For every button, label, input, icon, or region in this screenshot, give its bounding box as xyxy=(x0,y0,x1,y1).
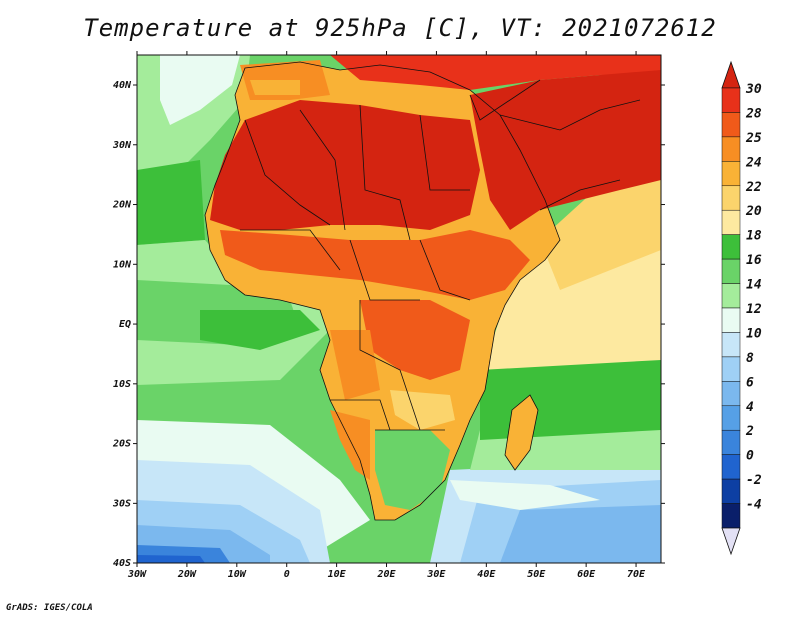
colorbar-label: -4 xyxy=(746,498,762,513)
colorbar-label: 8 xyxy=(746,351,754,366)
lon-tick-label: 50E xyxy=(527,569,546,580)
madagascar xyxy=(505,395,538,470)
lon-tick-label: 40E xyxy=(477,569,496,580)
colorbar-swatch xyxy=(721,478,741,504)
map-title: Temperature at 925hPa [C], VT: 202107261… xyxy=(83,14,717,42)
colorbar-label: 2 xyxy=(745,424,754,439)
colorbar-swatch xyxy=(721,429,741,455)
colorbar-top-arrow xyxy=(721,60,741,89)
colorbar-swatch xyxy=(721,161,741,187)
colorbar-swatch xyxy=(721,405,741,431)
lon-tick-label: 20E xyxy=(376,569,396,580)
colorbar-label: 6 xyxy=(746,375,754,390)
colorbar-label: 28 xyxy=(745,106,762,121)
lon-tick-label: 20W xyxy=(177,569,197,580)
lon-tick-label: 10E xyxy=(328,569,347,580)
lon-tick-label: 70E xyxy=(627,569,646,580)
colorbar-label: 30 xyxy=(745,82,762,97)
latitude-axis: 40N 30N 20N 10N EQ 10S 20S 30S 40S xyxy=(112,80,665,569)
colorbar-label: 25 xyxy=(745,131,762,146)
lat-tick-label: EQ xyxy=(119,319,131,330)
lat-tick-label: 40N xyxy=(113,80,132,91)
colorbar-label: 22 xyxy=(745,180,762,195)
colorbar-swatch xyxy=(721,258,741,284)
colorbar-label: 0 xyxy=(746,449,754,464)
lat-tick-label: 10S xyxy=(113,379,131,390)
colorbar-label: 24 xyxy=(745,155,762,170)
colorbar-label: 16 xyxy=(746,253,762,268)
colorbar-swatch xyxy=(721,234,741,260)
lat-tick-label: 30N xyxy=(112,140,132,151)
credit-label: GrADS: IGES/COLA xyxy=(6,603,93,613)
colorbar-label: -2 xyxy=(746,473,762,488)
lat-tick-label: 40S xyxy=(113,558,131,569)
colorbar-swatch xyxy=(721,503,741,529)
colorbar-label: 18 xyxy=(746,229,762,244)
colorbar-swatch xyxy=(721,185,741,211)
colorbar-label: 14 xyxy=(746,278,762,293)
lon-tick-label: 30W xyxy=(127,569,147,580)
plot-frame xyxy=(136,54,662,564)
lon-tick-label: 30E xyxy=(426,569,446,580)
plot-area xyxy=(137,55,661,563)
country-borders xyxy=(204,61,641,521)
colorbar-swatch xyxy=(721,332,741,358)
colorbar-swatch xyxy=(721,307,741,333)
colorbar-bottom-arrow xyxy=(721,527,741,556)
colorbar-label: 12 xyxy=(746,302,762,317)
colorbar-label: 10 xyxy=(746,326,762,341)
colorbar-swatch xyxy=(721,381,741,407)
colorbar-swatch xyxy=(721,209,741,235)
lon-tick-label: 10W xyxy=(228,569,247,580)
lat-tick-label: 10N xyxy=(113,259,132,270)
colorbar-swatch xyxy=(721,87,741,113)
longitude-axis: 30W 20W 10W 0 10E 20E 30E 40E 50E 60E 70E xyxy=(127,51,646,580)
lat-tick-label: 30S xyxy=(112,498,131,509)
lat-tick-label: 20N xyxy=(112,200,132,211)
lat-tick-label: 20S xyxy=(112,439,131,450)
colorbar-label: 20 xyxy=(745,204,762,219)
colorbar-label: 4 xyxy=(746,400,754,415)
lon-tick-label: 60E xyxy=(577,569,596,580)
lon-tick-label: 0 xyxy=(284,569,290,580)
colorbar-swatch xyxy=(721,356,741,382)
colorbar-swatch xyxy=(721,283,741,309)
colorbar-swatch xyxy=(721,112,741,138)
colorbar-swatch xyxy=(721,136,741,162)
colorbar-swatch xyxy=(721,454,741,480)
